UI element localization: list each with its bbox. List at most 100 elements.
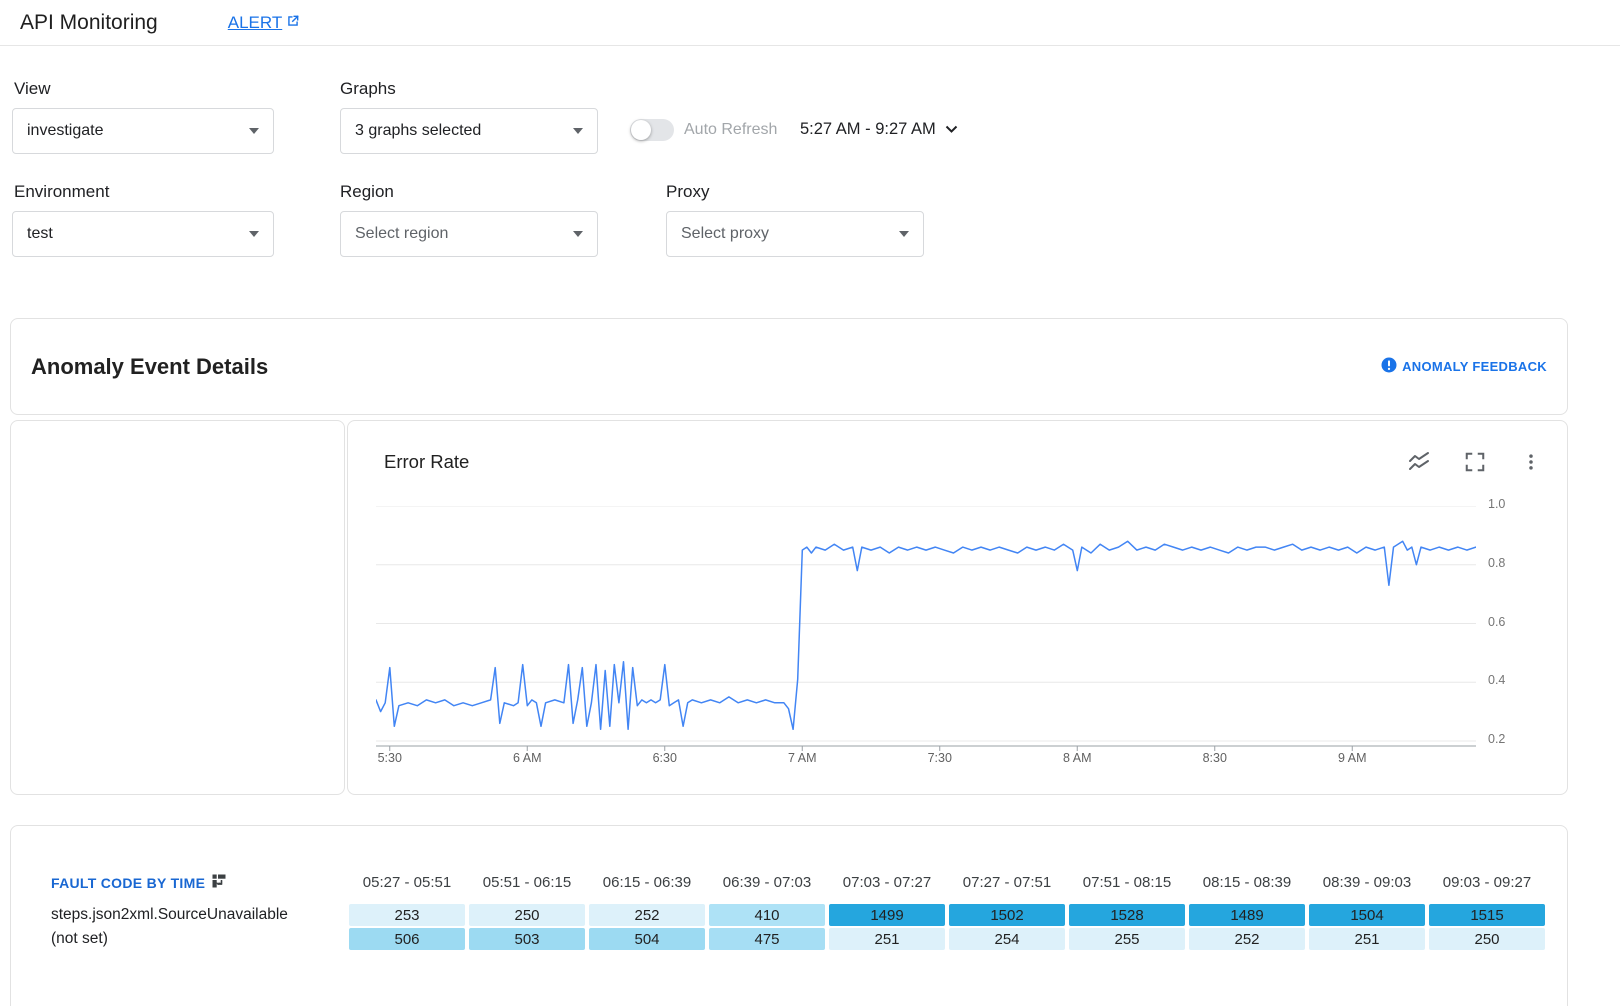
kebab-menu-icon[interactable] xyxy=(1518,449,1544,475)
view-select[interactable]: investigate xyxy=(12,108,274,154)
x-tick-label: 5:30 xyxy=(377,751,402,765)
x-tick-label: 7:30 xyxy=(927,751,952,765)
page-title: API Monitoring xyxy=(20,10,158,34)
fault-heat-cell[interactable]: 253 xyxy=(349,904,465,926)
fault-col-header: 06:15 - 06:39 xyxy=(602,874,692,891)
caret-down-icon xyxy=(249,128,259,134)
region-select-value: Select region xyxy=(355,225,449,242)
fault-col-header: 07:51 - 08:15 xyxy=(1082,874,1172,891)
y-tick-label: 0.6 xyxy=(1488,614,1506,629)
pivot-table-icon xyxy=(212,874,226,891)
fault-col-header: 05:27 - 05:51 xyxy=(362,874,452,891)
fault-table-title[interactable]: FAULT CODE BY TIME xyxy=(51,874,347,891)
anomaly-feedback-button[interactable]: ANOMALY FEEDBACK xyxy=(1381,357,1547,376)
fault-heat-cell[interactable]: 251 xyxy=(1309,928,1425,950)
x-tick-label: 7 AM xyxy=(788,751,817,765)
fault-heat-cell[interactable]: 1515 xyxy=(1429,904,1545,926)
proxy-select-value: Select proxy xyxy=(681,225,770,242)
view-label: View xyxy=(14,79,51,98)
fault-heat-cell[interactable]: 410 xyxy=(709,904,825,926)
fault-col-header: 06:39 - 07:03 xyxy=(722,874,812,891)
fault-col-header: 07:27 - 07:51 xyxy=(962,874,1052,891)
x-tick-label: 9 AM xyxy=(1338,751,1367,765)
caret-down-icon xyxy=(249,231,259,237)
fault-heat-cell[interactable]: 252 xyxy=(1189,928,1305,950)
x-tick-label: 6:30 xyxy=(652,751,677,765)
caret-down-icon xyxy=(899,231,909,237)
anomaly-side-panel xyxy=(10,420,345,795)
fault-code-table: FAULT CODE BY TIME 05:27 - 05:51 05:51 - … xyxy=(51,874,1547,951)
chart-toolbar xyxy=(1406,449,1544,475)
auto-refresh-toggle[interactable] xyxy=(630,119,674,141)
fault-table-row: steps.json2xml.SourceUnavailable 253 250 25… xyxy=(51,903,1547,927)
environment-label: Environment xyxy=(14,182,110,201)
fault-row-label: (not set) xyxy=(51,930,108,947)
region-label: Region xyxy=(340,182,394,201)
fault-heat-cell[interactable]: 250 xyxy=(1429,928,1545,950)
fault-table-body: steps.json2xml.SourceUnavailable 253 250 25… xyxy=(51,903,1547,951)
fault-heat-cell[interactable]: 251 xyxy=(829,928,945,950)
fault-col-header: 05:51 - 06:15 xyxy=(482,874,572,891)
fault-heat-cell[interactable]: 252 xyxy=(589,904,705,926)
fault-table-row: (not set) 506 503 504 475 251 254 255 252 251 250 xyxy=(51,927,1547,951)
stacked-line-chart-icon[interactable] xyxy=(1406,449,1432,475)
fault-heat-cell[interactable]: 1489 xyxy=(1189,904,1305,926)
fault-heat-cell[interactable]: 1528 xyxy=(1069,904,1185,926)
error-rate-chart-card: Error Rate 1.0 0.8 0.6 0.4 0.2 5:30 6 A xyxy=(347,420,1568,795)
toggle-thumb xyxy=(631,120,651,140)
time-range-selector[interactable]: 5:27 AM - 9:27 AM xyxy=(800,120,958,139)
fault-heat-cell[interactable]: 1504 xyxy=(1309,904,1425,926)
fault-row-label: steps.json2xml.SourceUnavailable xyxy=(51,906,288,923)
error-rate-series xyxy=(375,540,1477,731)
y-tick-label: 0.2 xyxy=(1488,732,1506,746)
auto-refresh-label: Auto Refresh xyxy=(684,121,778,138)
graphs-select[interactable]: 3 graphs selected xyxy=(340,108,598,154)
fault-heat-cell[interactable]: 1499 xyxy=(829,904,945,926)
y-tick-label: 0.8 xyxy=(1488,555,1506,570)
exclamation-circle-icon xyxy=(1381,357,1397,376)
x-tick-label: 6 AM xyxy=(513,751,542,765)
graphs-label: Graphs xyxy=(340,79,396,98)
caret-down-icon xyxy=(573,231,583,237)
fault-col-header: 07:03 - 07:27 xyxy=(842,874,932,891)
region-select[interactable]: Select region xyxy=(340,211,598,257)
external-link-icon xyxy=(286,13,300,33)
time-range-value: 5:27 AM - 9:27 AM xyxy=(800,120,936,138)
fault-heat-cell[interactable]: 1502 xyxy=(949,904,1065,926)
environment-select[interactable]: test xyxy=(12,211,274,257)
fault-code-card: FAULT CODE BY TIME 05:27 - 05:51 05:51 - … xyxy=(10,825,1568,1006)
fault-col-header: 08:39 - 09:03 xyxy=(1322,874,1412,891)
fault-heat-cell[interactable]: 503 xyxy=(469,928,585,950)
top-header: API Monitoring ALERT xyxy=(0,0,1620,46)
fault-col-header: 08:15 - 08:39 xyxy=(1202,874,1292,891)
fault-heat-cell[interactable]: 475 xyxy=(709,928,825,950)
fault-heat-cell[interactable]: 250 xyxy=(469,904,585,926)
anomaly-section-title: Anomaly Event Details xyxy=(31,353,269,379)
chevron-down-icon xyxy=(945,120,958,139)
x-tick-label: 8:30 xyxy=(1202,751,1227,765)
fault-table-title-label: FAULT CODE BY TIME xyxy=(51,874,206,891)
fault-col-header: 09:03 - 09:27 xyxy=(1442,874,1532,891)
y-tick-label: 0.4 xyxy=(1488,673,1506,688)
fault-heat-cell[interactable]: 254 xyxy=(949,928,1065,950)
fullscreen-icon[interactable] xyxy=(1462,449,1488,475)
fault-heat-cell[interactable]: 506 xyxy=(349,928,465,950)
environment-select-value: test xyxy=(27,225,53,242)
graphs-select-value: 3 graphs selected xyxy=(355,122,482,139)
proxy-select[interactable]: Select proxy xyxy=(666,211,924,257)
chart-title: Error Rate xyxy=(384,451,470,472)
error-rate-plot[interactable] xyxy=(375,505,1477,752)
caret-down-icon xyxy=(573,128,583,134)
fault-heat-cell[interactable]: 255 xyxy=(1069,928,1185,950)
view-select-value: investigate xyxy=(27,122,104,139)
anomaly-event-details-card: Anomaly Event Details ANOMALY FEEDBACK xyxy=(10,318,1568,415)
anomaly-feedback-label: ANOMALY FEEDBACK xyxy=(1402,359,1547,374)
x-tick-label: 8 AM xyxy=(1063,751,1092,765)
alert-link[interactable]: ALERT xyxy=(228,13,301,33)
fault-table-header-row: FAULT CODE BY TIME 05:27 - 05:51 05:51 - … xyxy=(51,874,1547,891)
proxy-label: Proxy xyxy=(666,182,710,201)
y-tick-label: 1.0 xyxy=(1488,497,1506,511)
alert-link-label: ALERT xyxy=(227,12,283,32)
fault-heat-cell[interactable]: 504 xyxy=(589,928,705,950)
